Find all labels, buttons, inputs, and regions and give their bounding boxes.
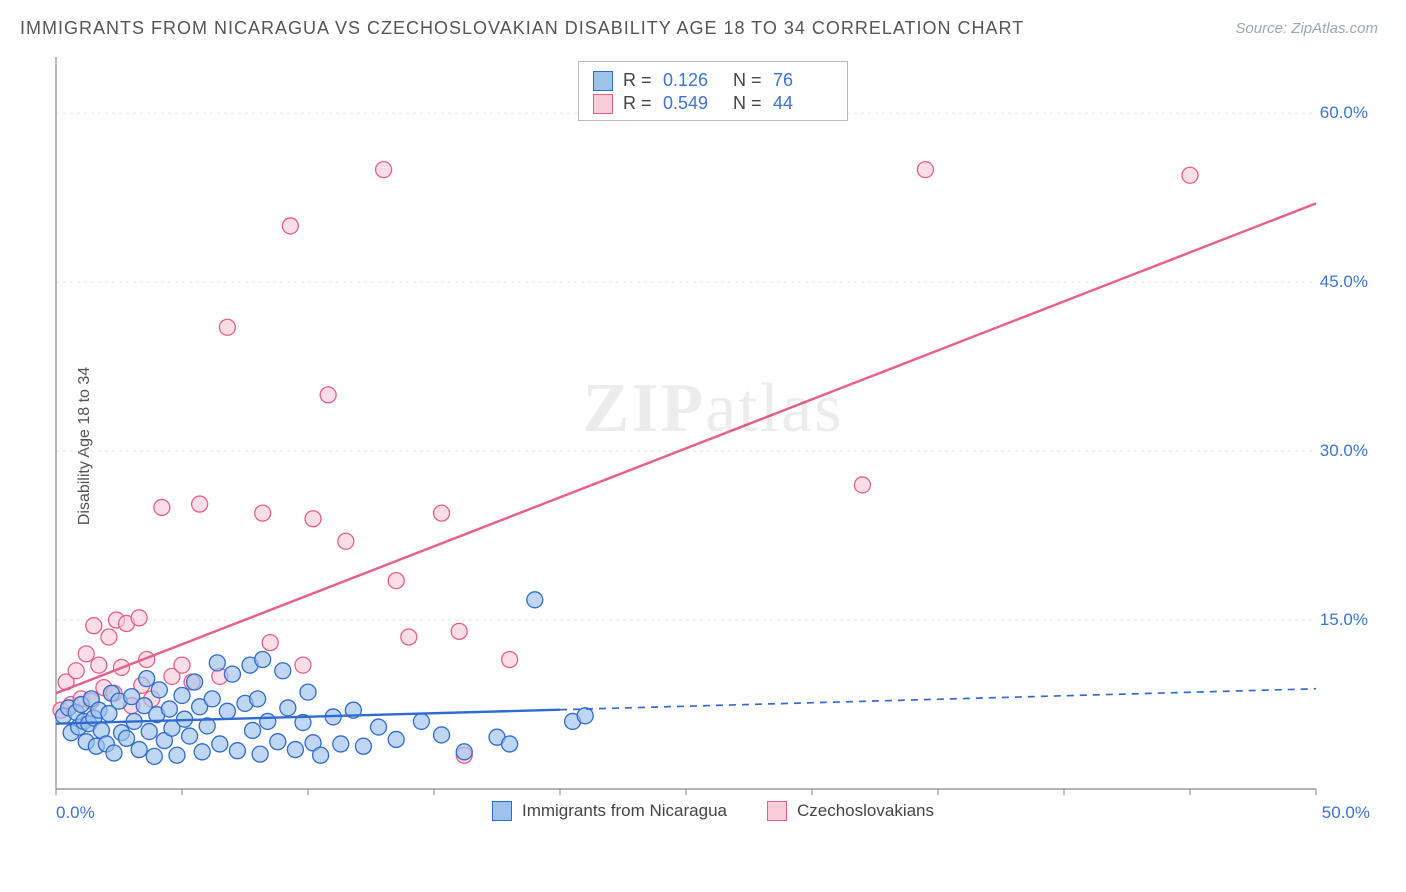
legend-n-value-pink: 44 (773, 93, 833, 114)
y-tick-label: 30.0% (1320, 441, 1368, 461)
y-tick-label: 15.0% (1320, 610, 1368, 630)
scatter-plot: ZIPatlas R = 0.126 N = 76 R = 0.549 N = … (50, 55, 1376, 825)
swatch-pink (593, 94, 613, 114)
swatch-pink (767, 801, 787, 821)
source-credit: Source: ZipAtlas.com (1235, 20, 1378, 37)
legend-r-value-blue: 0.126 (663, 70, 723, 91)
source-label: Source: (1235, 20, 1291, 37)
correlation-legend: R = 0.126 N = 76 R = 0.549 N = 44 (578, 61, 848, 121)
legend-n-value-blue: 76 (773, 70, 833, 91)
legend-item-nicaragua: Immigrants from Nicaragua (492, 801, 727, 821)
y-tick-label: 60.0% (1320, 103, 1368, 123)
source-site: ZipAtlas.com (1291, 20, 1378, 37)
x-axis-max: 50.0% (1322, 803, 1370, 823)
legend-label-czech: Czechoslovakians (797, 801, 934, 821)
legend-row-nicaragua: R = 0.126 N = 76 (593, 70, 833, 91)
chart-title: IMMIGRANTS FROM NICARAGUA VS CZECHOSLOVA… (20, 18, 1024, 39)
legend-n-label: N = (733, 70, 763, 91)
y-tick-label: 45.0% (1320, 272, 1368, 292)
legend-r-label: R = (623, 70, 653, 91)
chart-svg (50, 55, 1376, 825)
x-axis-min: 0.0% (56, 803, 95, 823)
series-legend: Immigrants from Nicaragua Czechoslovakia… (492, 801, 934, 821)
legend-row-czech: R = 0.549 N = 44 (593, 93, 833, 114)
legend-r-value-pink: 0.549 (663, 93, 723, 114)
legend-n-label: N = (733, 93, 763, 114)
legend-r-label: R = (623, 93, 653, 114)
swatch-blue (593, 71, 613, 91)
swatch-blue (492, 801, 512, 821)
legend-label-nicaragua: Immigrants from Nicaragua (522, 801, 727, 821)
legend-item-czech: Czechoslovakians (767, 801, 934, 821)
